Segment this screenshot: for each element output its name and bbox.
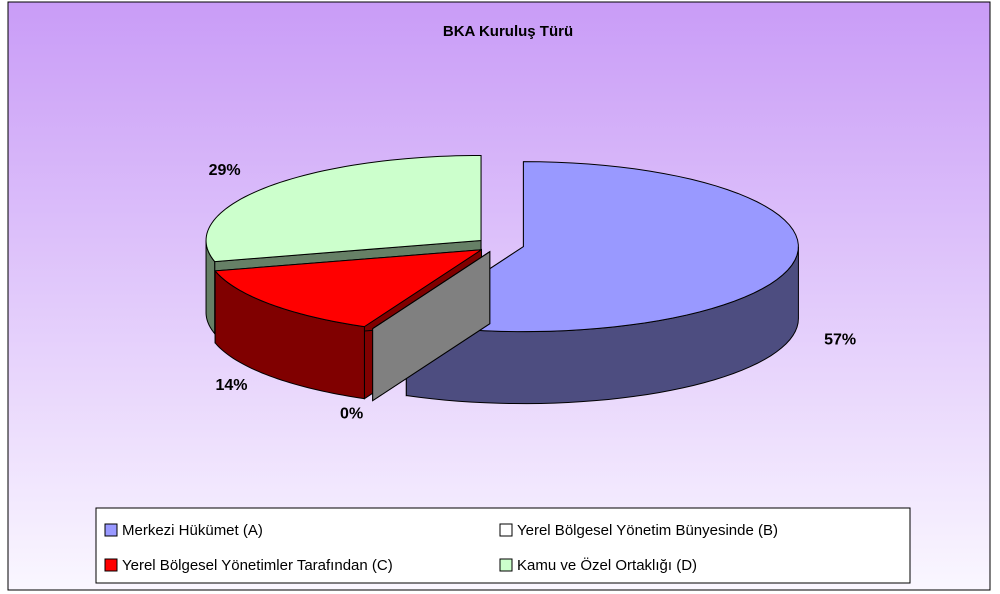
slice bbox=[214, 249, 482, 328]
data-label: 0% bbox=[340, 406, 363, 423]
legend-label: Yerel Bölgesel Yönetimler Tarafından (C) bbox=[122, 557, 393, 574]
legend-swatch bbox=[499, 558, 513, 572]
legend-label: Yerel Bölgesel Yönetim Bünyesinde (B) bbox=[517, 522, 778, 539]
legend-label: Kamu ve Özel Ortaklığı (D) bbox=[517, 556, 697, 574]
slice bbox=[372, 251, 491, 330]
slice bbox=[205, 154, 482, 263]
chart-title: BKA Kuruluş Türü bbox=[443, 23, 573, 40]
data-label: 57% bbox=[824, 332, 856, 349]
legend-swatch bbox=[104, 523, 118, 537]
legend-swatch bbox=[499, 523, 513, 537]
legend-swatch bbox=[104, 558, 118, 572]
data-label: 29% bbox=[209, 162, 241, 179]
legend-label: Merkezi Hükümet (A) bbox=[122, 522, 263, 539]
data-label: 14% bbox=[215, 377, 247, 394]
slice bbox=[404, 161, 799, 333]
